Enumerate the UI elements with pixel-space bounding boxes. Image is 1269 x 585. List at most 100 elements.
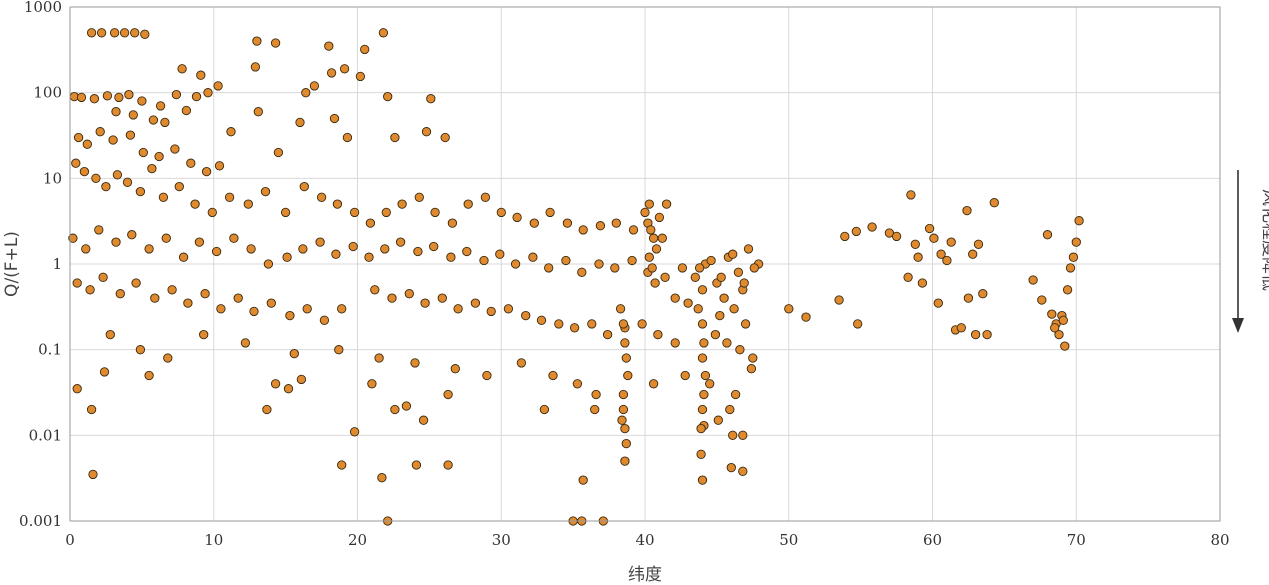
data-point	[627, 255, 637, 266]
data-point	[282, 252, 292, 262]
data-point	[699, 338, 709, 348]
annotation-label: 风化程度降低	[1259, 189, 1269, 291]
data-point	[401, 401, 412, 411]
data-point	[86, 28, 97, 38]
data-point	[738, 466, 748, 476]
data-point	[446, 252, 456, 262]
data-point	[851, 226, 861, 237]
data-point	[380, 244, 390, 254]
x-tick-label: 60	[923, 531, 942, 549]
data-point	[840, 231, 850, 242]
data-point	[190, 199, 200, 209]
data-point	[989, 198, 999, 208]
data-point	[147, 163, 157, 174]
data-point	[521, 310, 531, 321]
data-point	[364, 252, 374, 262]
data-point	[94, 225, 104, 235]
x-tick-label: 50	[779, 531, 798, 549]
data-point	[696, 449, 706, 459]
data-points	[68, 28, 1084, 526]
data-point	[331, 249, 341, 259]
data-point	[387, 293, 397, 303]
data-point	[285, 310, 295, 321]
data-point	[962, 205, 972, 216]
data-point	[144, 370, 154, 381]
data-point	[561, 255, 571, 266]
data-point	[968, 249, 978, 259]
data-point	[342, 132, 353, 143]
y-tick-label: 0.01	[29, 426, 62, 444]
data-point	[647, 263, 657, 273]
data-point	[743, 244, 754, 254]
data-point	[421, 127, 432, 137]
data-point	[211, 246, 222, 257]
data-point	[138, 147, 148, 158]
data-point	[161, 233, 171, 243]
data-point	[661, 199, 672, 209]
data-point	[96, 28, 107, 38]
data-point	[119, 28, 130, 38]
data-point	[801, 312, 811, 322]
data-point	[706, 255, 716, 266]
data-point	[648, 233, 659, 243]
data-point	[749, 263, 759, 273]
data-point	[246, 244, 256, 254]
data-point	[243, 199, 253, 209]
data-point	[199, 329, 209, 340]
data-point	[309, 81, 320, 91]
data-point	[618, 404, 629, 415]
data-point	[178, 252, 189, 262]
data-point	[355, 71, 366, 82]
data-point	[130, 28, 140, 38]
data-point	[72, 384, 82, 394]
data-point	[697, 285, 708, 295]
data-point	[127, 230, 137, 240]
data-point	[324, 41, 334, 51]
data-point	[933, 298, 943, 308]
data-point	[462, 246, 472, 257]
data-point	[381, 207, 391, 218]
data-point	[620, 423, 630, 434]
data-point	[170, 144, 180, 154]
data-point	[296, 374, 307, 385]
data-point	[867, 222, 877, 232]
data-point	[529, 218, 539, 228]
plot-frame	[69, 6, 1221, 522]
y-tick-label: 10	[43, 169, 62, 187]
data-point	[946, 237, 956, 247]
data-point	[569, 323, 580, 333]
data-point	[1071, 237, 1081, 247]
data-point	[140, 29, 150, 39]
data-point	[229, 233, 239, 243]
data-point	[482, 370, 492, 381]
data-point	[216, 304, 226, 314]
data-point	[339, 64, 350, 74]
data-point	[76, 92, 87, 103]
data-point	[337, 304, 347, 314]
data-point	[249, 306, 259, 317]
data-point	[1062, 285, 1073, 295]
data-point	[1047, 309, 1057, 319]
data-point	[1042, 230, 1053, 240]
data-point	[85, 285, 95, 295]
data-point	[418, 415, 429, 425]
data-point	[374, 353, 384, 363]
data-point	[738, 430, 748, 440]
data-point	[746, 364, 757, 374]
y-tick-label: 0.1	[38, 341, 62, 359]
data-point	[81, 244, 91, 254]
data-point	[733, 267, 744, 277]
data-point	[722, 338, 732, 348]
data-point	[554, 319, 564, 329]
data-point	[637, 319, 647, 329]
data-point	[420, 298, 430, 308]
data-point	[233, 293, 243, 303]
data-point	[283, 384, 294, 394]
data-point	[397, 199, 407, 209]
data-point	[693, 304, 703, 314]
data-point	[595, 221, 606, 231]
data-point	[713, 415, 723, 425]
data-point	[834, 295, 844, 305]
data-point	[510, 259, 521, 269]
